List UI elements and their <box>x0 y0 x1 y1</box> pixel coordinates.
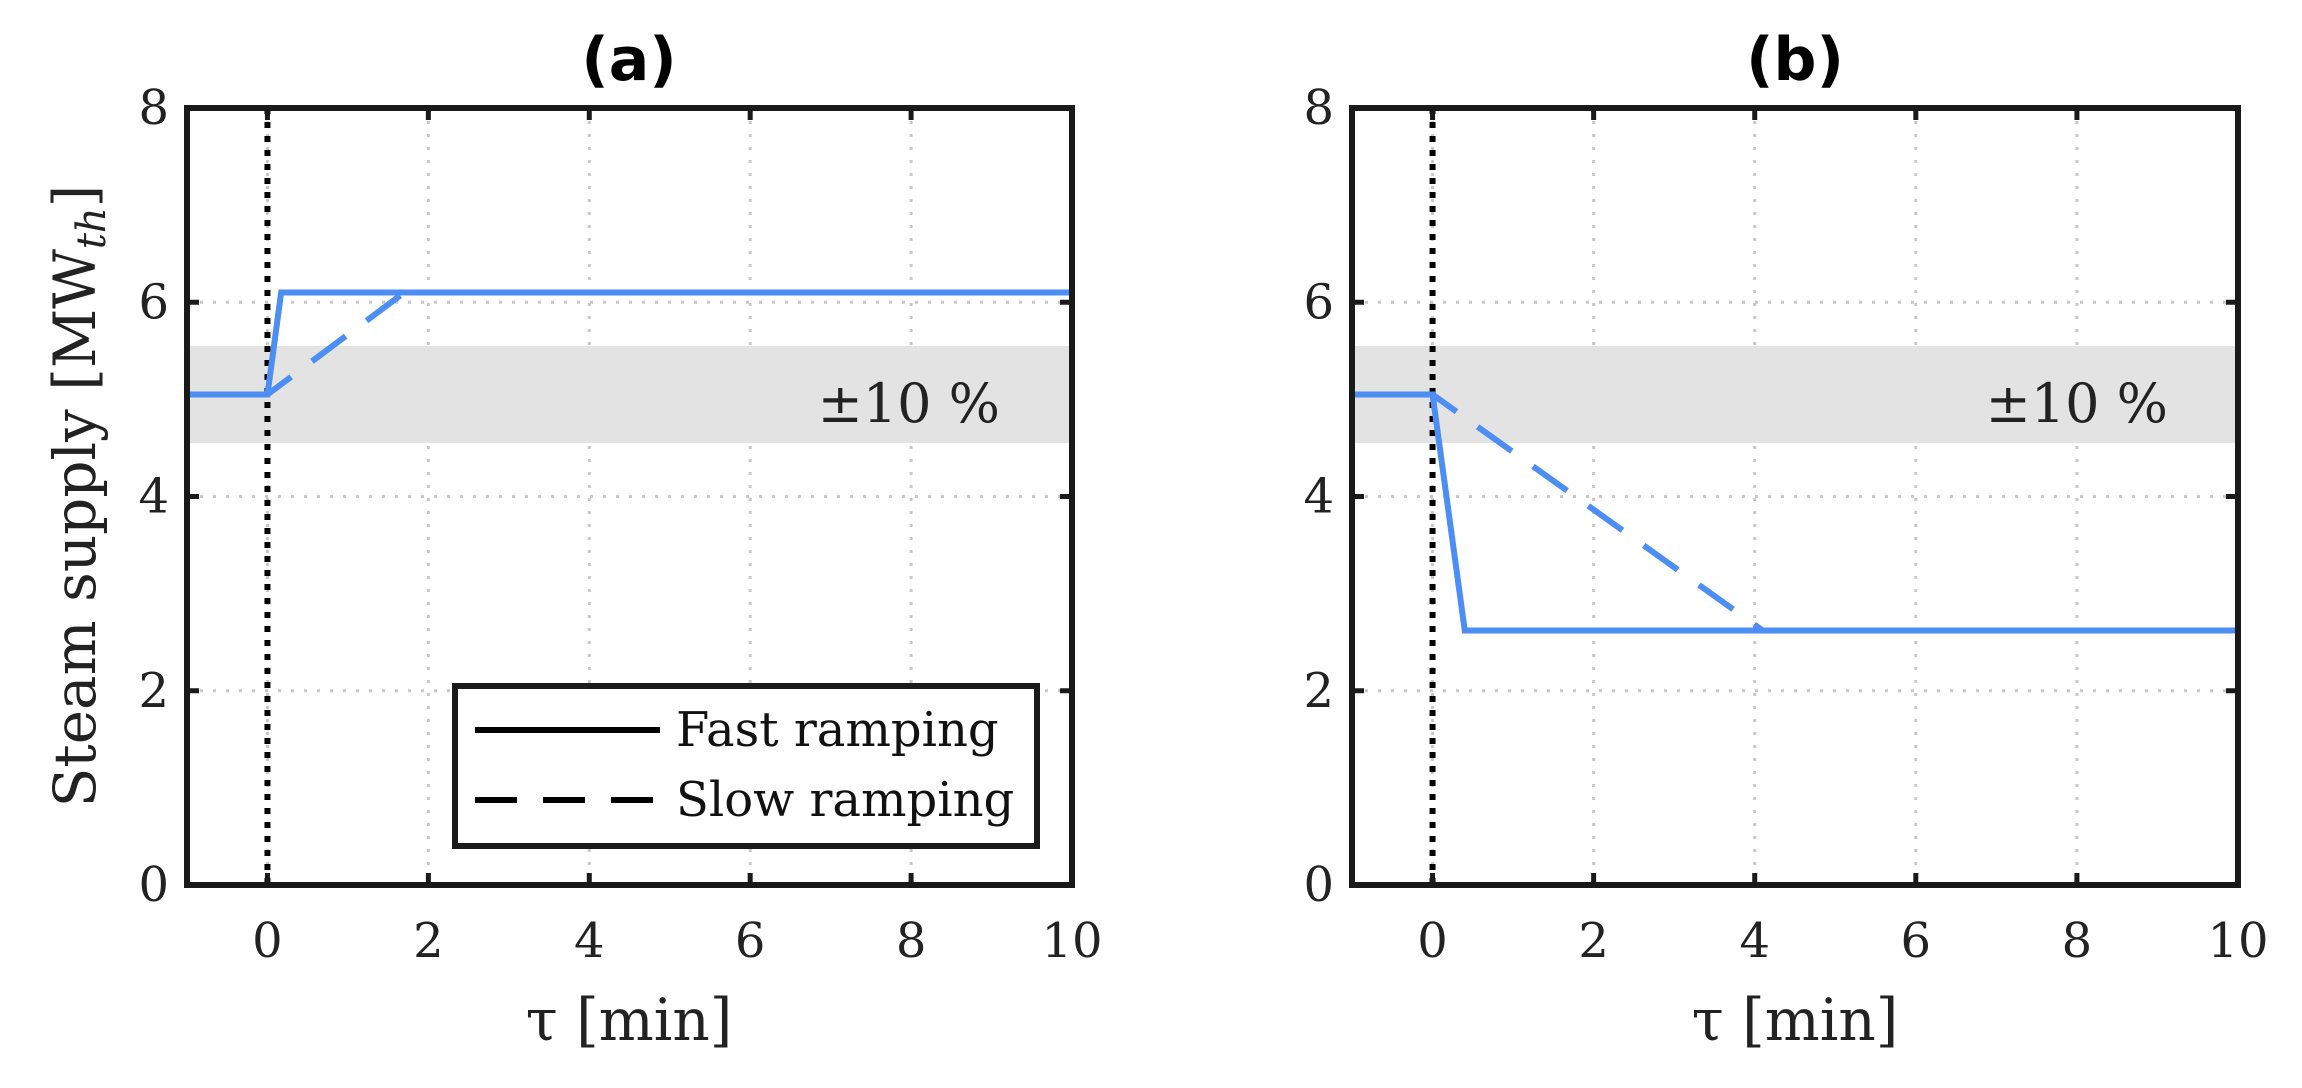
band-label-b: ±10 % <box>1986 372 2168 435</box>
x-tick-label: 0 <box>1417 913 1448 969</box>
y-tick-label: 0 <box>138 857 169 913</box>
x-tick-label: 2 <box>413 913 444 969</box>
axes-frame-a <box>184 105 1075 888</box>
x-tick-label: 4 <box>1739 913 1770 969</box>
y-tick-label: 2 <box>138 663 169 719</box>
legend-label-fast: Fast ramping <box>676 702 999 758</box>
legend: Fast ramping Slow ramping <box>452 683 1040 849</box>
tolerance-band-a <box>187 345 1072 444</box>
y-axis-label-close: ] <box>41 185 109 208</box>
y-tick-label: 8 <box>1303 80 1334 136</box>
y-tick-label: 4 <box>1303 469 1334 525</box>
legend-box <box>452 683 1040 849</box>
y-axis-label-sub: th <box>69 207 115 249</box>
x-tick-labels-b: 0 2 4 6 8 10 <box>1417 913 2268 969</box>
x-tick-labels-a: 0 2 4 6 8 10 <box>252 913 1102 969</box>
x-axis-label-b: τ [min] <box>1692 986 1899 1054</box>
y-tick-label: 0 <box>1303 857 1334 913</box>
y-tick-labels-b: 0 2 4 6 8 <box>1303 80 1334 913</box>
y-tick-label: 4 <box>138 469 169 525</box>
legend-label-slow: Slow ramping <box>676 772 1014 828</box>
panel-title-b: (b) <box>1746 25 1844 95</box>
x-tick-label: 8 <box>896 913 927 969</box>
axes-frame-b <box>1349 105 2241 888</box>
x-tick-label: 2 <box>1578 913 1609 969</box>
fast-ramping-line-a <box>187 289 1072 398</box>
tolerance-band-b <box>1352 345 2238 444</box>
x-tick-label: 0 <box>252 913 283 969</box>
y-tick-label: 8 <box>138 80 169 136</box>
band-label-a: ±10 % <box>818 372 1000 435</box>
fast-ramping-line-b <box>1352 391 2238 634</box>
panel-b: 0 2 4 6 8 10 0 2 4 6 8 (b) ±10 % τ [min] <box>1303 25 2268 1054</box>
grid-b <box>1352 108 2238 885</box>
x-tick-label: 4 <box>574 913 605 969</box>
y-tick-labels-a: 0 2 4 6 8 <box>138 80 169 913</box>
y-tick-label: 6 <box>1303 274 1334 330</box>
y-tick-label: 6 <box>138 274 169 330</box>
x-tick-label: 6 <box>1901 913 1932 969</box>
panel-title-a: (a) <box>581 25 676 95</box>
x-axis-label-a: τ [min] <box>526 986 733 1054</box>
y-axis-label: Steam supply [MWth] <box>41 185 115 808</box>
x-tick-label: 8 <box>2062 913 2093 969</box>
x-tick-label: 10 <box>1041 913 1102 969</box>
x-tick-label: 6 <box>735 913 766 969</box>
panel-a: 0 2 4 6 8 10 0 2 4 6 8 (a) ±10 % τ [min] Steam su… <box>41 25 1103 1054</box>
y-axis-label-main: Steam supply [MW <box>41 249 109 808</box>
x-tick-label: 10 <box>2207 913 2268 969</box>
y-tick-label: 2 <box>1303 663 1334 719</box>
